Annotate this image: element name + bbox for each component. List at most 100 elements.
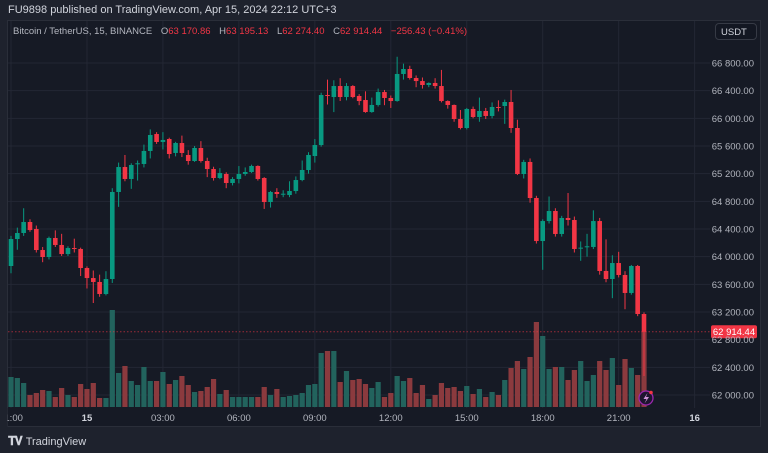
close-value: 62 914.44: [340, 26, 383, 37]
price-tick-label: 64 800.00: [712, 197, 754, 208]
price-tick-label: 62 000.00: [712, 391, 754, 402]
volume-bar: [381, 397, 388, 407]
candle-body: [641, 314, 647, 332]
candle-body: [439, 86, 444, 102]
volume-bar: [267, 395, 274, 407]
volume-bar: [318, 353, 324, 407]
footer: 𝐓𝐕 TradingView: [8, 434, 86, 449]
volume-bar: [571, 370, 577, 407]
candle-body: [135, 163, 140, 165]
price-tick-label: 66 000.00: [712, 114, 754, 125]
volume-bar: [229, 397, 236, 407]
candle-body: [553, 211, 558, 234]
volume-bar: [109, 310, 115, 407]
time-tick-label: 21:00: [607, 413, 631, 424]
candle-body: [337, 86, 343, 98]
candle-body: [318, 95, 324, 146]
volume-bar: [52, 397, 58, 407]
volume-bar: [470, 394, 476, 407]
volume-bar: [8, 377, 14, 407]
high-label: H: [219, 26, 227, 37]
grid-lines: [8, 21, 710, 408]
candle-body: [546, 211, 552, 222]
candle-body: [432, 82, 438, 87]
volume-bar: [362, 384, 369, 407]
candle-body: [274, 191, 280, 194]
low-label: L: [276, 26, 283, 37]
candle-body: [242, 171, 248, 175]
volume-bar: [635, 375, 641, 407]
candle-body: [534, 198, 539, 242]
candle-body: [458, 119, 463, 129]
volume-bar: [185, 385, 191, 407]
time-tick-label: 15: [82, 413, 93, 424]
candle-body: [97, 281, 102, 295]
candle-body: [122, 167, 128, 179]
candle-body: [622, 274, 628, 293]
volume-bar: [242, 397, 248, 407]
candle-body: [21, 222, 26, 234]
last-price-label: 62 914.44: [713, 327, 755, 338]
candle-body: [261, 178, 267, 203]
candle-body: [382, 92, 387, 98]
volume-bar: [59, 388, 65, 407]
candle-body: [489, 106, 495, 116]
candle-body: [420, 81, 425, 85]
candle-body: [496, 106, 501, 108]
volume-bar: [514, 361, 520, 407]
volume-bar: [597, 361, 603, 407]
volume-bar: [527, 357, 533, 407]
candle-body: [584, 246, 590, 248]
high-value: 63 195.13: [226, 26, 269, 37]
candle-body: [34, 228, 39, 251]
volume-bar: [400, 381, 407, 407]
candle-body: [597, 221, 602, 271]
volume-bar: [483, 397, 489, 407]
currency-button[interactable]: USDT: [715, 23, 757, 40]
time-tick-label: 21:00: [0, 413, 23, 424]
publish-info: FU9898 published on TradingView.com, Apr…: [8, 4, 337, 16]
volume-bar: [147, 381, 153, 407]
panel-edge: [0, 408, 8, 428]
volume-bar: [166, 384, 172, 407]
volume-bar: [495, 395, 502, 407]
volume-bar: [521, 369, 527, 407]
volume-bar: [160, 372, 166, 407]
volume-bar: [46, 391, 52, 407]
volume-bar: [128, 381, 134, 407]
candle-body: [426, 82, 432, 85]
volume-bar: [14, 378, 20, 407]
volume-bar: [603, 370, 609, 407]
candles: [8, 56, 647, 377]
candle-body: [603, 270, 609, 280]
volume-bar: [552, 367, 558, 407]
candle-body: [293, 180, 299, 192]
candle-body: [166, 139, 172, 155]
volume-bar: [223, 390, 229, 407]
volume-bar: [312, 384, 318, 407]
candle-body: [78, 248, 83, 269]
chart-panel[interactable]: [7, 20, 761, 427]
brand-name: TradingView: [25, 435, 87, 448]
volume-bar: [578, 361, 584, 407]
lightning-icon[interactable]: [638, 390, 654, 406]
candle-body: [407, 69, 413, 78]
low-value: 62 274.40: [282, 26, 325, 37]
candle-body: [179, 143, 185, 153]
volume-bar: [622, 359, 628, 407]
volume-bar: [274, 389, 280, 407]
volume-bar: [609, 358, 615, 407]
candle-body: [103, 279, 109, 295]
volume-bar: [65, 395, 71, 407]
price-tick-label: 66 400.00: [712, 86, 754, 97]
candle-body: [559, 217, 565, 234]
candle-body: [299, 169, 305, 181]
candle-body: [356, 95, 362, 102]
volume-bar: [103, 398, 109, 407]
volume-bar: [546, 369, 552, 407]
symbol-label[interactable]: Bitcoin / TetherUS, 15, BINANCE: [13, 26, 153, 37]
volume-bar: [236, 397, 242, 407]
volume-bar: [40, 390, 46, 407]
price-tick-label: 62 800.00: [712, 335, 754, 346]
